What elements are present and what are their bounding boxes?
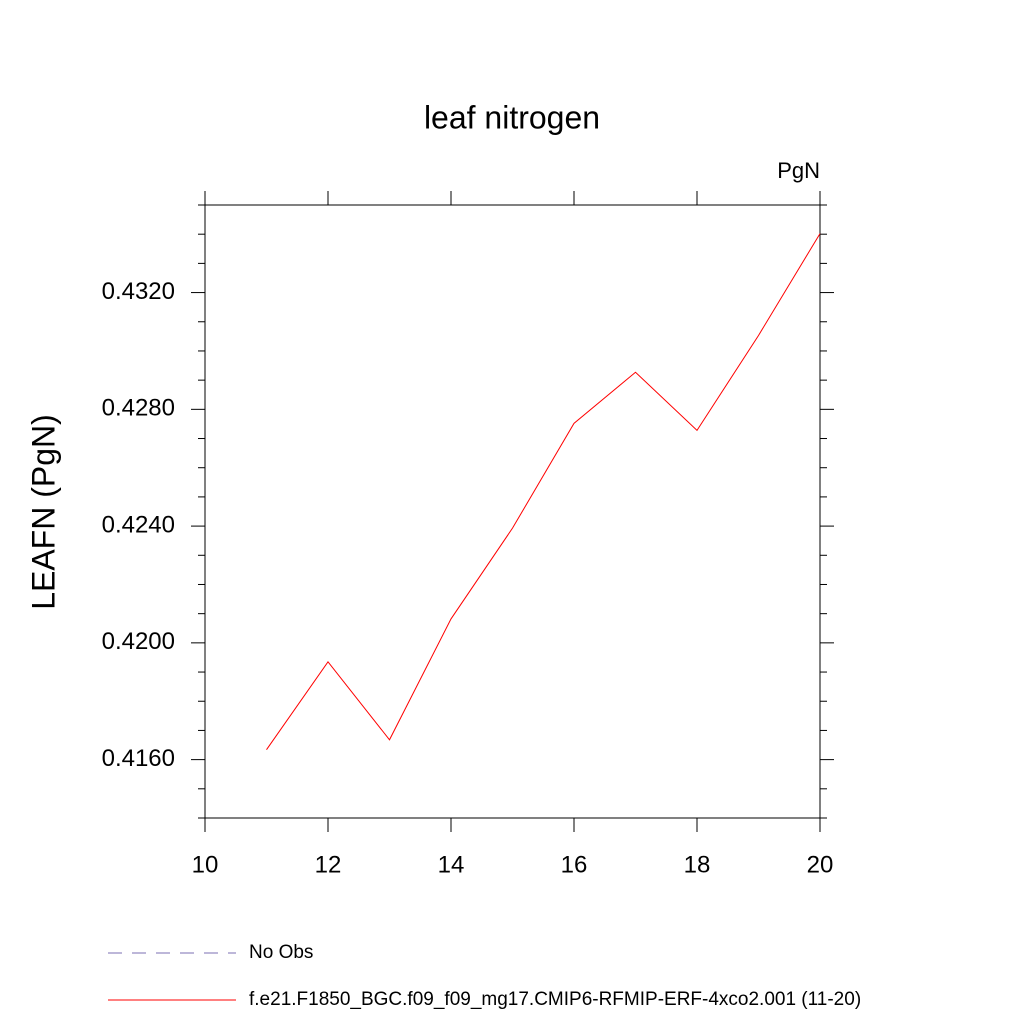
y-tick-label: 0.4280	[102, 395, 175, 422]
x-tick-label: 14	[438, 851, 465, 878]
x-tick-label: 12	[315, 851, 342, 878]
y-tick-label: 0.4160	[102, 745, 175, 772]
legend-label: No Obs	[249, 942, 313, 963]
x-tick-label: 10	[192, 851, 219, 878]
x-tick-label: 16	[561, 851, 588, 878]
chart-title: leaf nitrogen	[424, 99, 600, 135]
legend-label: f.e21.F1850_BGC.f09_f09_mg17.CMIP6-RFMIP…	[249, 989, 861, 1010]
x-tick-label: 20	[807, 851, 834, 878]
x-tick-label: 18	[684, 851, 711, 878]
y-tick-label: 0.4320	[102, 278, 175, 305]
y-tick-label: 0.4240	[102, 511, 175, 538]
plot-frame	[204, 204, 821, 819]
units-label: PgN	[777, 158, 820, 183]
y-tick-label: 0.4200	[102, 628, 175, 655]
series-line	[266, 233, 821, 750]
y-axis-title: LEAFN (PgN)	[25, 414, 61, 610]
